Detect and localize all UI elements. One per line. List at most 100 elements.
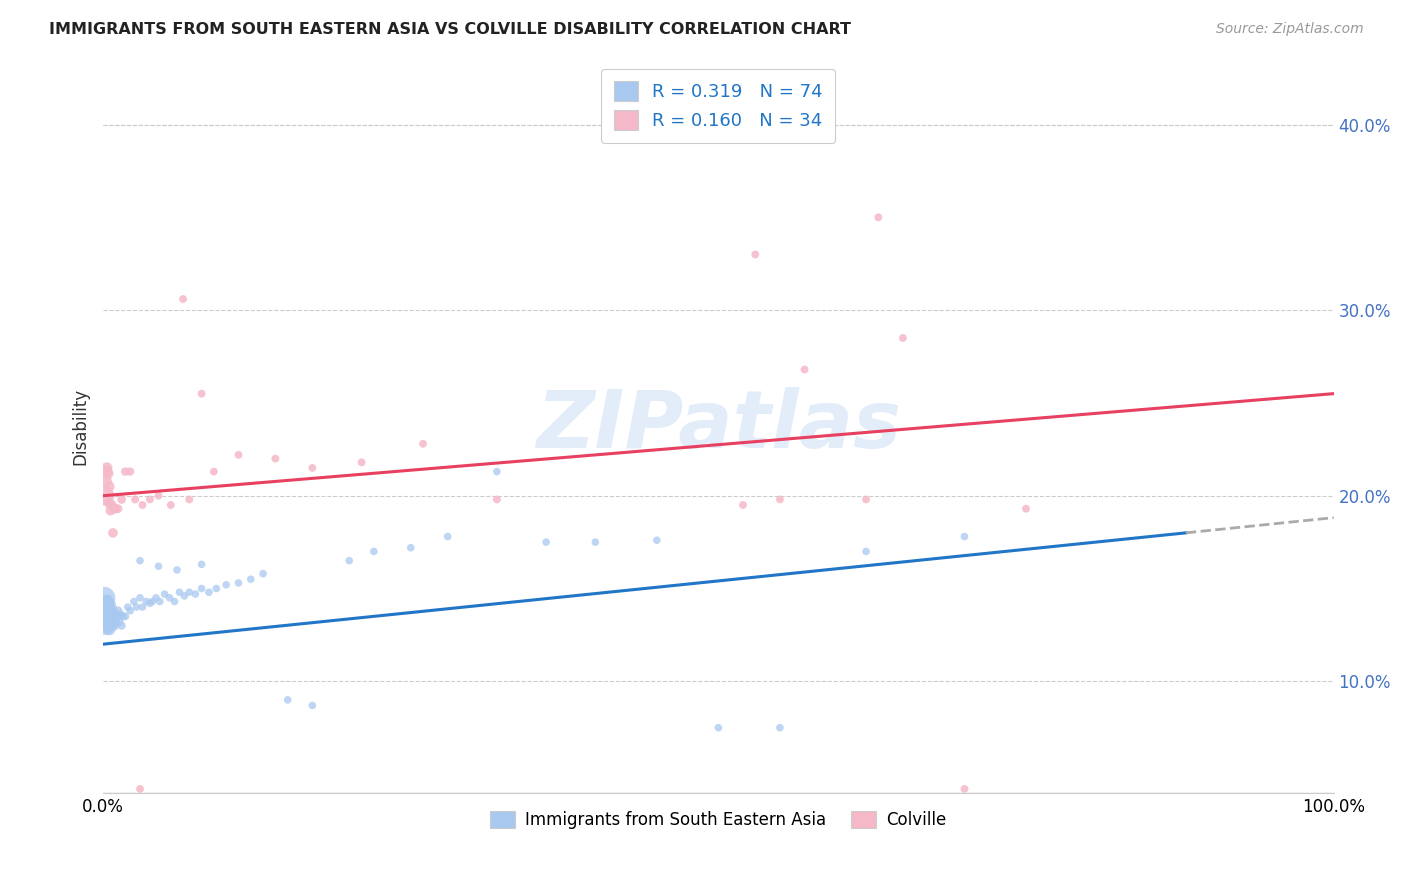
Point [135, 594, 157, 608]
Point [645, 533, 668, 548]
Point [215, 578, 238, 592]
Point [172, 292, 194, 306]
Point [190, 386, 212, 401]
Point [148, 559, 170, 574]
Point [1015, 501, 1038, 516]
Point [120, 465, 142, 479]
Point [98, 604, 121, 618]
Point [97, 600, 120, 615]
Point [148, 489, 170, 503]
Point [769, 492, 792, 507]
Point [98, 613, 121, 627]
Point [337, 554, 360, 568]
Point [485, 465, 508, 479]
Point [239, 572, 262, 586]
Point [122, 594, 145, 608]
Point [94, 596, 117, 610]
Point [93, 609, 115, 624]
Point [228, 448, 250, 462]
Point [159, 498, 181, 512]
Legend: Immigrants from South Eastern Asia, Colville: Immigrants from South Eastern Asia, Colv… [484, 804, 953, 836]
Point [97, 618, 120, 632]
Point [93, 600, 115, 615]
Point [139, 596, 162, 610]
Point [103, 607, 125, 622]
Point [96, 615, 118, 629]
Point [868, 211, 890, 225]
Point [100, 607, 122, 622]
Point [163, 594, 186, 608]
Point [707, 721, 730, 735]
Text: Source: ZipAtlas.com: Source: ZipAtlas.com [1216, 22, 1364, 37]
Point [190, 558, 212, 572]
Point [166, 563, 188, 577]
Point [101, 606, 124, 620]
Point [363, 544, 385, 558]
Point [149, 594, 172, 608]
Point [125, 600, 148, 615]
Point [277, 693, 299, 707]
Point [114, 609, 136, 624]
Point [131, 498, 153, 512]
Point [110, 492, 132, 507]
Point [96, 594, 118, 608]
Point [412, 436, 434, 450]
Point [252, 566, 274, 581]
Y-axis label: Disability: Disability [72, 387, 89, 465]
Point [94, 618, 117, 632]
Point [131, 600, 153, 615]
Point [205, 582, 228, 596]
Point [93, 489, 115, 503]
Point [153, 587, 176, 601]
Point [731, 498, 754, 512]
Point [436, 530, 458, 544]
Point [190, 582, 212, 596]
Point [124, 492, 146, 507]
Point [534, 535, 557, 549]
Point [184, 587, 207, 601]
Point [104, 501, 127, 516]
Point [97, 467, 120, 481]
Point [100, 498, 122, 512]
Text: IMMIGRANTS FROM SOUTH EASTERN ASIA VS COLVILLE DISABILITY CORRELATION CHART: IMMIGRANTS FROM SOUTH EASTERN ASIA VS CO… [49, 22, 851, 37]
Point [793, 362, 815, 376]
Point [107, 501, 129, 516]
Point [114, 465, 136, 479]
Point [100, 503, 122, 517]
Point [98, 623, 121, 637]
Point [159, 591, 181, 605]
Point [583, 535, 606, 549]
Point [96, 465, 118, 479]
Point [855, 492, 877, 507]
Point [744, 247, 766, 261]
Point [104, 613, 127, 627]
Point [103, 501, 125, 516]
Point [141, 594, 163, 608]
Point [100, 606, 122, 620]
Point [98, 496, 121, 510]
Point [953, 781, 976, 796]
Point [891, 331, 914, 345]
Point [101, 525, 124, 540]
Point [399, 541, 422, 555]
Point [105, 609, 128, 624]
Point [179, 585, 201, 599]
Point [129, 781, 152, 796]
Point [953, 530, 976, 544]
Point [198, 585, 221, 599]
Point [120, 604, 142, 618]
Point [96, 604, 118, 618]
Point [173, 589, 195, 603]
Point [129, 554, 152, 568]
Point [202, 465, 225, 479]
Point [103, 618, 125, 632]
Point [108, 615, 131, 629]
Point [350, 455, 373, 469]
Point [139, 492, 162, 507]
Point [94, 604, 117, 618]
Point [98, 479, 121, 493]
Point [117, 600, 139, 615]
Point [769, 721, 792, 735]
Point [301, 461, 323, 475]
Point [169, 585, 191, 599]
